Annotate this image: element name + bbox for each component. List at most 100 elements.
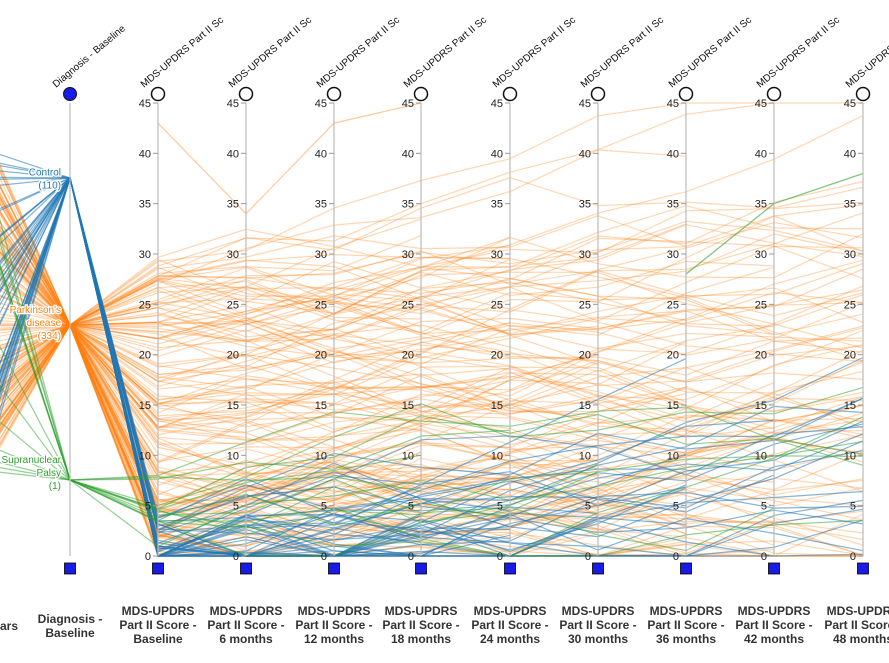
y-tick-label: 45: [227, 98, 239, 110]
axis-top-label: MDS-UPDRS Part II Sc: [139, 15, 226, 91]
axis-sort-handle[interactable]: [768, 562, 780, 575]
category-label: disease: [27, 318, 62, 329]
axis-sort-handle[interactable]: [415, 562, 427, 575]
axis-top-label: MDS-UPDRS Part II Sc: [667, 15, 754, 91]
y-tick: 30: [315, 249, 334, 261]
y-tick-label: 30: [579, 249, 591, 261]
y-tick: 30: [844, 249, 863, 261]
axis-footer-label: MDS-UPDRS Part II Score -6 months: [207, 604, 285, 646]
data-polyline: [0, 276, 864, 422]
data-polyline: [0, 324, 775, 547]
axis-filter-circle[interactable]: [326, 86, 342, 102]
y-tick-label: 15: [139, 400, 151, 412]
y-tick: 40: [402, 148, 421, 160]
y-tick-label: 35: [227, 199, 239, 211]
category-label: (110): [38, 181, 61, 192]
y-tick-label: 35: [402, 199, 414, 211]
y-tick: 45: [844, 98, 863, 110]
category-label: Supranuclear: [2, 455, 62, 466]
axis-footer-label: MDS-UPDRS Part II Score -24 months: [471, 604, 549, 646]
axis-footer-label: MDS-UPDRS Part II Score - Baseline: [119, 604, 197, 646]
y-tick: 45: [139, 98, 158, 110]
data-polyline: [0, 324, 599, 451]
y-tick-label: 40: [227, 148, 239, 160]
y-tick-label: 0: [408, 551, 414, 563]
data-polyline: [0, 324, 422, 506]
category-label: Palsy: [37, 468, 61, 479]
y-tick-label: 45: [139, 98, 151, 110]
y-tick-label: 5: [850, 501, 856, 513]
polylines-layer: [0, 102, 864, 557]
axis-footer-label: MDS-UPDRS Part II Score -30 months: [559, 604, 637, 646]
y-tick-label: 45: [844, 98, 856, 110]
y-tick-label: 25: [755, 299, 767, 311]
axis-top-label: MDS-UPDRS Part II Sc: [402, 15, 489, 91]
y-tick-label: 25: [491, 299, 503, 311]
axis-top-label: MDS-UPDRS Part II Sc: [755, 15, 842, 91]
data-polyline: [0, 324, 599, 532]
y-tick: 15: [402, 400, 421, 412]
y-tick: 5: [321, 501, 334, 513]
axis-handles-layer: [63, 86, 871, 575]
y-tick: 10: [755, 450, 774, 462]
y-tick: 5: [497, 501, 510, 513]
axis-top-label: MDS-UPDRS Part II Sc: [491, 15, 578, 91]
axis-filter-circle[interactable]: [502, 86, 518, 102]
y-tick: 5: [761, 501, 774, 513]
y-tick: 10: [227, 450, 246, 462]
y-tick-label: 35: [755, 199, 767, 211]
data-polyline: [0, 260, 775, 427]
data-polyline: [0, 324, 775, 428]
y-tick: 0: [145, 551, 158, 563]
y-tick: 25: [227, 299, 246, 311]
y-tick-label: 10: [227, 450, 239, 462]
axis-sort-handle[interactable]: [240, 562, 252, 575]
axis-sort-handle[interactable]: [328, 562, 340, 575]
y-tick-label: 35: [667, 199, 679, 211]
y-tick-label: 45: [755, 98, 767, 110]
y-tick: 45: [491, 98, 510, 110]
y-tick: 5: [673, 501, 686, 513]
axis-filter-circle[interactable]: [238, 86, 254, 102]
y-tick: 15: [579, 400, 598, 412]
axis-filter-circle[interactable]: [590, 86, 606, 102]
y-tick-label: 15: [315, 400, 327, 412]
y-tick-label: 35: [844, 199, 856, 211]
axis-sort-handle[interactable]: [152, 562, 164, 575]
axis-filter-circle-active[interactable]: [63, 87, 77, 101]
y-tick: 25: [402, 299, 421, 311]
axis-filter-circle[interactable]: [678, 86, 694, 102]
data-polyline: [0, 323, 599, 470]
y-tick-label: 40: [755, 148, 767, 160]
y-tick-label: 10: [579, 450, 591, 462]
axis-filter-circle[interactable]: [855, 86, 871, 102]
y-tick: 40: [491, 148, 510, 160]
y-tick-label: 10: [402, 450, 414, 462]
y-tick-label: 30: [139, 249, 151, 261]
y-tick: 30: [755, 249, 774, 261]
axis-filter-circle[interactable]: [150, 86, 166, 102]
axis-filter-circle[interactable]: [766, 86, 782, 102]
data-polyline: [0, 312, 775, 364]
axis-sort-handle[interactable]: [504, 562, 516, 575]
y-tick: 15: [491, 400, 510, 412]
y-tick: 15: [667, 400, 686, 412]
y-tick: 10: [139, 450, 158, 462]
axis-sort-handle[interactable]: [680, 562, 692, 575]
y-tick: 10: [667, 450, 686, 462]
axis-filter-circle[interactable]: [413, 86, 429, 102]
axis-sort-handle[interactable]: [592, 562, 604, 575]
y-tick-label: 5: [761, 501, 767, 513]
y-tick: 10: [491, 450, 510, 462]
y-tick-label: 30: [402, 249, 414, 261]
axis-sort-handle[interactable]: [64, 562, 76, 575]
y-tick: 0: [497, 551, 510, 563]
y-tick: 5: [408, 501, 421, 513]
data-polyline: [0, 323, 422, 514]
y-tick: 5: [233, 501, 246, 513]
y-tick-label: 20: [667, 350, 679, 362]
y-tick: 25: [667, 299, 686, 311]
axis-sort-handle[interactable]: [857, 562, 869, 575]
y-tick-label: 5: [585, 501, 591, 513]
